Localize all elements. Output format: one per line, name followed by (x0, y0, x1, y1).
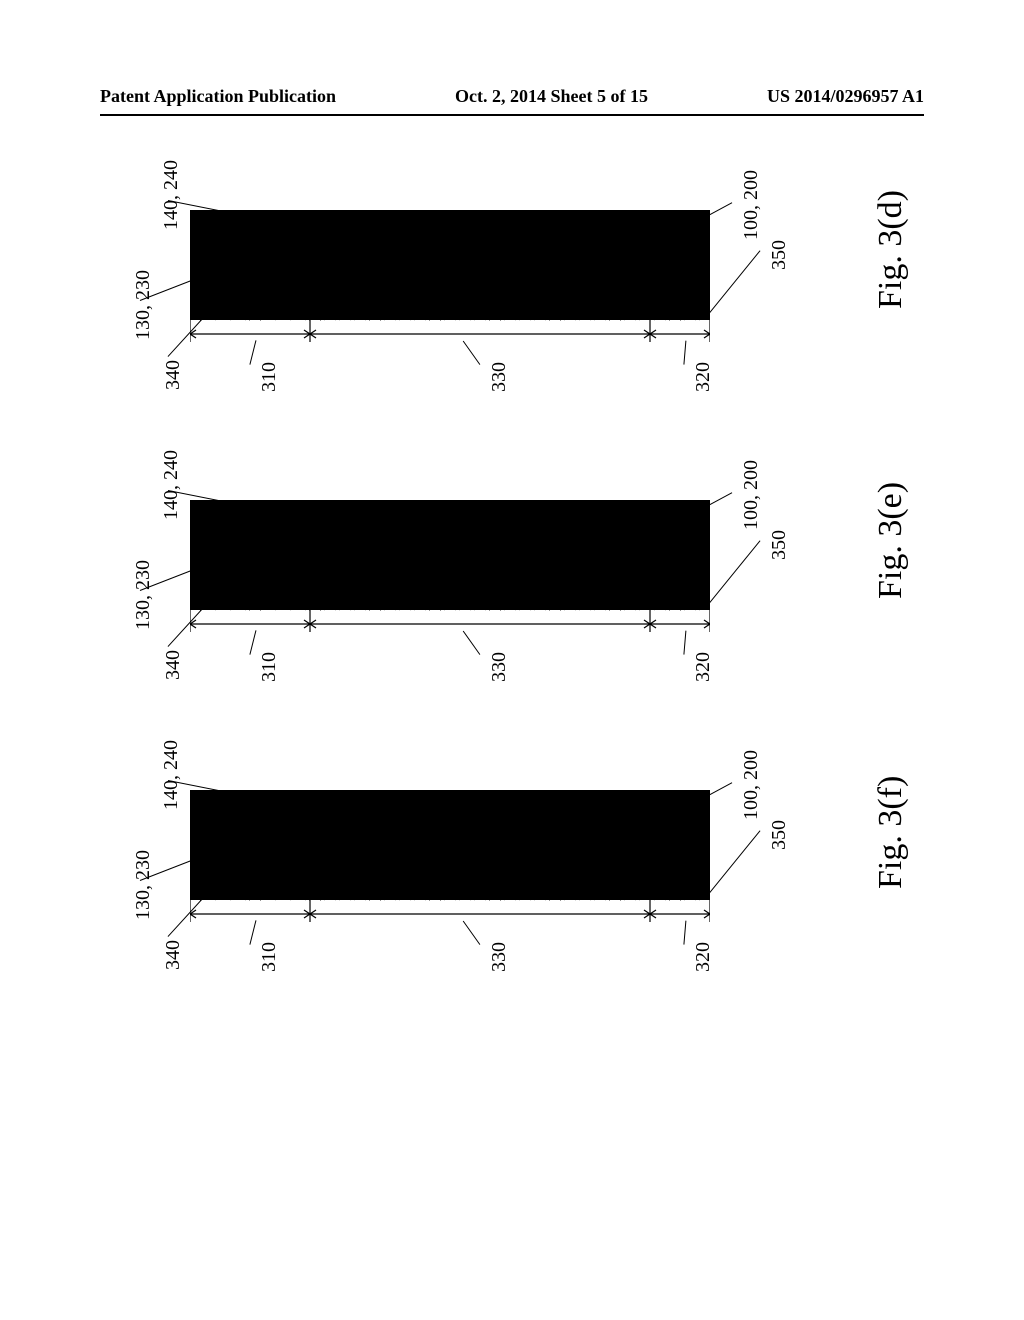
ref-130-230: 130, 230 (132, 560, 155, 630)
ref-330: 330 (488, 942, 511, 972)
ref-350: 350 (768, 820, 791, 850)
ref-100-200: 100, 200 (740, 750, 763, 820)
ref-310: 310 (258, 362, 281, 392)
ref-100-200: 100, 200 (740, 170, 763, 240)
ref-100-200: 100, 200 (740, 460, 763, 530)
stent-row-d (190, 210, 710, 360)
ref-310: 310 (258, 652, 281, 682)
stent-row-f (190, 790, 710, 940)
page-header: Patent Application Publication Oct. 2, 2… (0, 86, 1024, 107)
leader-line (708, 540, 761, 605)
ref-340: 340 (162, 650, 185, 680)
ref-130-230: 130, 230 (132, 850, 155, 920)
header-right: US 2014/0296957 A1 (767, 86, 924, 107)
ref-320: 320 (692, 942, 715, 972)
header-rule (100, 114, 924, 116)
ref-340: 340 (162, 360, 185, 390)
figure-area: 140, 240130, 230340100, 200350310330320F… (130, 170, 900, 1130)
ref-310: 310 (258, 942, 281, 972)
header-center: Oct. 2, 2014 Sheet 5 of 15 (455, 86, 648, 107)
ref-130-230: 130, 230 (132, 270, 155, 340)
stent-diagram (190, 210, 710, 360)
ref-320: 320 (692, 652, 715, 682)
fig-caption-d: Fig. 3(d) (872, 190, 910, 309)
stent-diagram (190, 790, 710, 940)
leader-line (708, 830, 761, 895)
ref-140-240: 140, 240 (160, 160, 183, 230)
ref-340: 340 (162, 940, 185, 970)
fig-caption-f: Fig. 3(f) (872, 776, 910, 889)
ref-140-240: 140, 240 (160, 450, 183, 520)
ref-330: 330 (488, 652, 511, 682)
stent-row-e (190, 500, 710, 650)
fig-caption-e: Fig. 3(e) (872, 482, 910, 599)
stent-diagram (190, 500, 710, 650)
ref-330: 330 (488, 362, 511, 392)
ref-350: 350 (768, 240, 791, 270)
ref-140-240: 140, 240 (160, 740, 183, 810)
header-left: Patent Application Publication (100, 86, 336, 107)
ref-350: 350 (768, 530, 791, 560)
leader-line (708, 250, 761, 315)
ref-320: 320 (692, 362, 715, 392)
